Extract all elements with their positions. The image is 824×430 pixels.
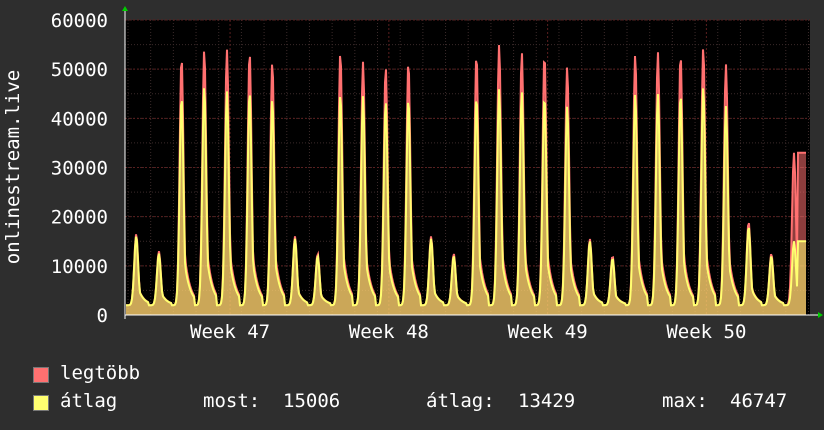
- x-tick-label: Week 49: [508, 321, 588, 343]
- legend-swatch-max: [33, 367, 49, 383]
- y-tick-label: 30000: [51, 158, 108, 180]
- x-tick-labels: Week 47 Week 48 Week 49 Week 50: [190, 321, 746, 343]
- y-axis-arrow-icon: [122, 6, 128, 11]
- y-tick-label: 40000: [51, 108, 108, 130]
- y-tick-label: 0: [97, 305, 108, 327]
- y-tick-label: 10000: [51, 256, 108, 278]
- stat-max-value: 46747: [730, 390, 788, 412]
- x-tick-label: Week 50: [666, 321, 746, 343]
- legend-label-avg: átlag: [60, 390, 118, 412]
- stat-now-label: most:: [203, 390, 261, 412]
- series-areas: [126, 45, 806, 315]
- y-tick-label: 50000: [51, 59, 108, 81]
- x-tick-label: Week 47: [190, 321, 270, 343]
- stat-now-value: 15006: [283, 390, 341, 412]
- stat-max-label: max:: [662, 390, 708, 412]
- x-tick-label: Week 48: [349, 321, 429, 343]
- y-tick-label: 20000: [51, 207, 108, 229]
- axes: [122, 6, 823, 319]
- x-axis-arrow-icon: [818, 312, 823, 318]
- stat-avg-value: 13429: [518, 390, 576, 412]
- series-line-avg: [126, 88, 806, 307]
- stat-avg-label: átlag:: [426, 390, 495, 412]
- legend-swatch-avg: [33, 395, 49, 411]
- legend-label-max: legtöbb: [60, 362, 141, 384]
- y-tick-labels: 0 10000 20000 30000 40000 50000 60000: [51, 10, 108, 327]
- y-tick-label: 60000: [51, 10, 108, 32]
- y-axis-label: onlinestream.live: [2, 70, 24, 264]
